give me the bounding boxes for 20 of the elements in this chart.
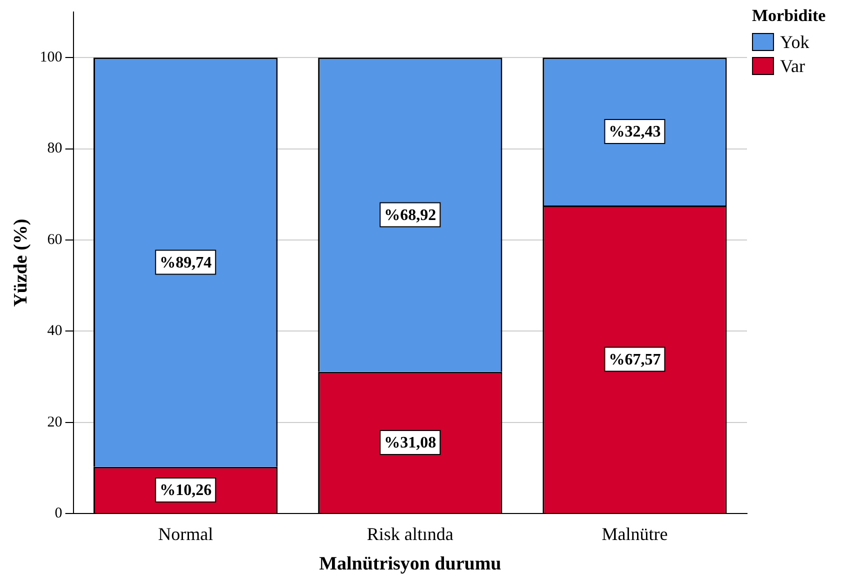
data-label: %89,74 <box>160 254 212 272</box>
y-tick-label: 100 <box>40 50 62 66</box>
x-tick-label: Normal <box>158 524 214 544</box>
y-tick-label: 20 <box>47 414 62 430</box>
data-label: %10,26 <box>160 482 212 500</box>
data-label: %32,43 <box>608 124 661 141</box>
data-label: %68,92 <box>384 206 436 224</box>
legend-label: Var <box>780 56 805 76</box>
data-label: %31,08 <box>384 434 436 452</box>
y-axis-title: Yüzde (%) <box>10 218 32 307</box>
y-tick-label: 40 <box>47 323 62 340</box>
x-tick-label: Risk altında <box>366 524 454 544</box>
y-tick-label: 0 <box>54 506 62 522</box>
y-tick-label: 80 <box>47 140 62 157</box>
y-tick-label: 60 <box>47 232 62 248</box>
data-label: %67,57 <box>608 351 661 368</box>
x-axis-title: Malnütrisyon durumu <box>319 554 502 575</box>
text: Yok <box>780 32 810 52</box>
x-tick-label: Malnütre <box>602 524 668 544</box>
legend-title: Morbidite <box>752 6 826 26</box>
